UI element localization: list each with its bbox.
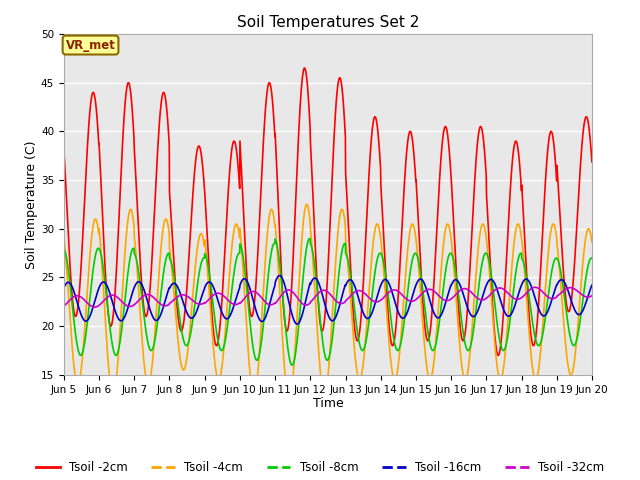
Line: Tsoil -16cm: Tsoil -16cm [64, 276, 592, 324]
Tsoil -8cm [60, 246, 68, 252]
Tsoil -2cm [495, 352, 502, 358]
Tsoil -32cm [588, 293, 596, 299]
Tsoil -2cm [301, 65, 308, 71]
Tsoil -16cm [344, 279, 351, 285]
Tsoil -8cm [306, 236, 314, 241]
Tsoil -8cm [207, 284, 215, 290]
Tsoil -8cm [557, 266, 564, 272]
Tsoil -4cm [207, 316, 215, 322]
Legend: Tsoil -2cm, Tsoil -4cm, Tsoil -8cm, Tsoil -16cm, Tsoil -32cm: Tsoil -2cm, Tsoil -4cm, Tsoil -8cm, Tsoi… [31, 456, 609, 479]
Tsoil -8cm [482, 250, 490, 256]
Tsoil -16cm [482, 285, 490, 290]
Tsoil -8cm [355, 337, 363, 343]
Tsoil -16cm [542, 312, 550, 318]
Tsoil -16cm [355, 296, 363, 302]
Tsoil -2cm [542, 174, 550, 180]
Tsoil -32cm [481, 296, 489, 302]
Tsoil -4cm [542, 282, 550, 288]
Tsoil -2cm [207, 299, 215, 305]
Tsoil -16cm [276, 273, 284, 278]
Line: Tsoil -32cm: Tsoil -32cm [64, 288, 592, 307]
Tsoil -32cm [355, 288, 362, 293]
Tsoil -16cm [293, 321, 301, 327]
Tsoil -32cm [343, 297, 351, 302]
Line: Tsoil -8cm: Tsoil -8cm [64, 239, 592, 365]
Tsoil -8cm [344, 255, 351, 261]
Tsoil -4cm [344, 254, 351, 260]
Tsoil -2cm [343, 197, 351, 203]
Tsoil -2cm [588, 159, 596, 165]
Title: Soil Temperatures Set 2: Soil Temperatures Set 2 [237, 15, 419, 30]
Tsoil -16cm [588, 282, 596, 288]
Tsoil -2cm [557, 220, 564, 226]
Tsoil -4cm [285, 396, 293, 402]
Tsoil -4cm [588, 239, 596, 245]
X-axis label: Time: Time [312, 397, 344, 410]
Tsoil -4cm [482, 230, 490, 236]
Tsoil -32cm [557, 291, 564, 297]
Y-axis label: Soil Temperature (C): Soil Temperature (C) [25, 140, 38, 269]
Tsoil -4cm [557, 277, 564, 283]
Tsoil -2cm [355, 335, 362, 341]
Text: VR_met: VR_met [65, 38, 115, 51]
Tsoil -2cm [481, 158, 489, 164]
Tsoil -32cm [60, 303, 68, 309]
Tsoil -8cm [588, 255, 596, 261]
Tsoil -32cm [207, 294, 215, 300]
Tsoil -8cm [542, 312, 550, 318]
Tsoil -16cm [207, 280, 215, 286]
Tsoil -8cm [288, 362, 296, 368]
Tsoil -32cm [542, 292, 550, 298]
Tsoil -2cm [60, 145, 68, 151]
Line: Tsoil -4cm: Tsoil -4cm [64, 204, 592, 399]
Tsoil -4cm [60, 233, 68, 239]
Tsoil -32cm [531, 285, 539, 290]
Tsoil -4cm [303, 202, 310, 207]
Line: Tsoil -2cm: Tsoil -2cm [64, 68, 592, 355]
Tsoil -16cm [60, 285, 68, 291]
Tsoil -32cm [91, 304, 99, 310]
Tsoil -4cm [355, 376, 363, 382]
Tsoil -16cm [557, 277, 564, 283]
